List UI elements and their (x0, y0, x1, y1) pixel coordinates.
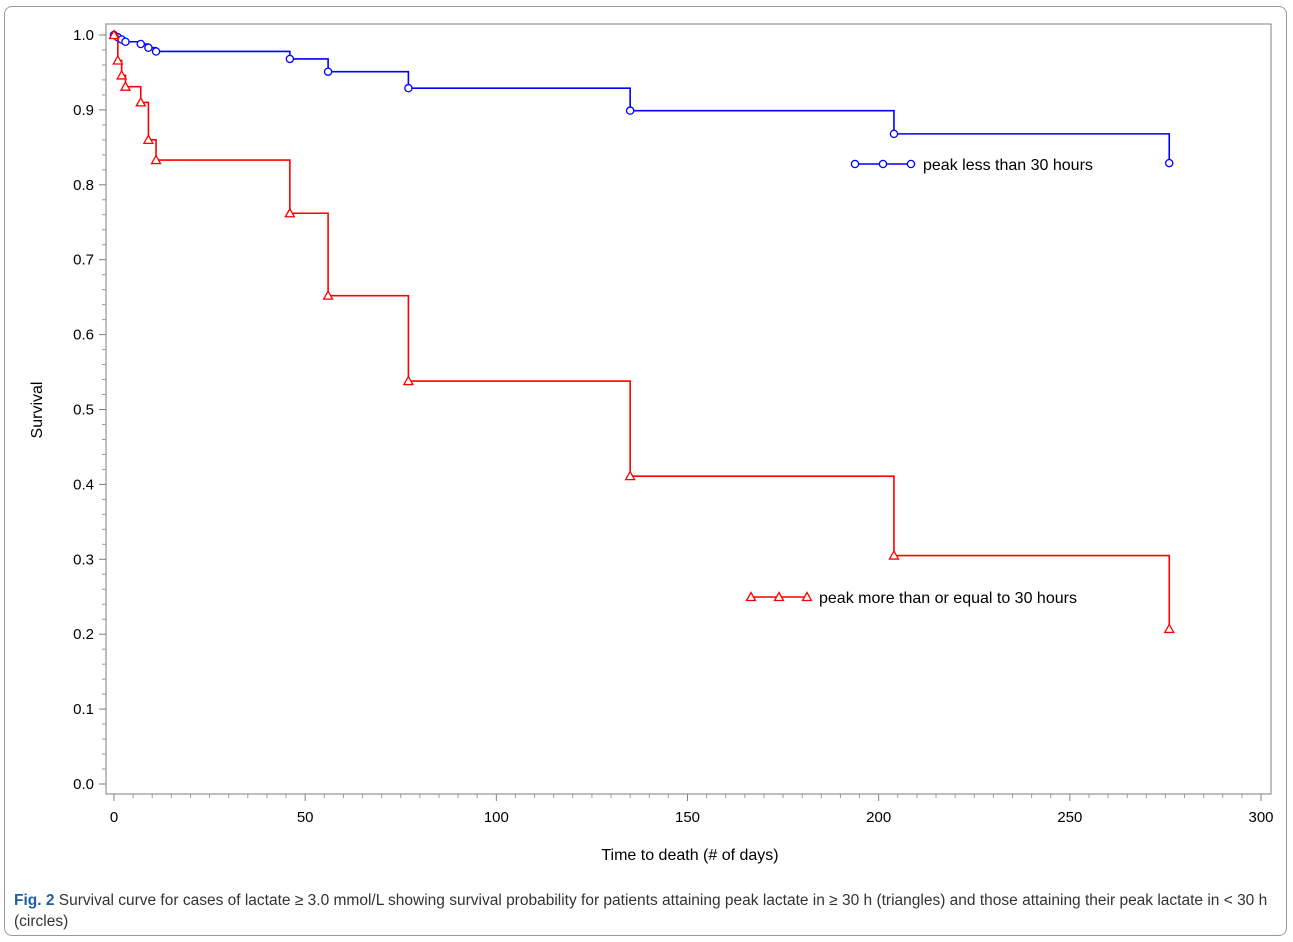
triangle-marker (135, 96, 147, 107)
series-triangle (108, 29, 1175, 634)
caption-label: Fig. 2 (14, 892, 55, 909)
y-tick-label: 0.7 (73, 252, 94, 269)
x-tick-label: 0 (110, 809, 118, 826)
circle-marker (151, 47, 161, 56)
y-tick-label: 0.6 (73, 327, 94, 344)
triangle-marker (142, 134, 155, 145)
circle-marker (323, 67, 333, 76)
circle-marker (144, 43, 153, 52)
circle-marker (121, 37, 130, 46)
x-axis-title: Time to death (# of days) (601, 847, 778, 864)
triangle-marker (150, 154, 162, 165)
y-axis-title: Survival (29, 382, 46, 439)
x-tick-label: 200 (866, 809, 891, 826)
circle-marker (136, 39, 146, 49)
triangle-marker (284, 207, 296, 218)
triangle-marker (108, 29, 120, 40)
x-tick-label: 300 (1248, 809, 1273, 826)
x-axis: 0 50 100 150 200 250 300 (110, 794, 1274, 826)
triangle-marker (119, 80, 132, 91)
triangle-marker (624, 470, 636, 481)
y-tick-label: 0.5 (73, 402, 94, 419)
triangle-marker (112, 54, 124, 65)
legend-entry: peak less than 30 hours (850, 157, 1093, 174)
triangle-marker (322, 289, 334, 300)
y-tick-label: 0.3 (73, 551, 94, 568)
circle-marker (889, 129, 899, 139)
legend-label: peak less than 30 hours (923, 157, 1093, 174)
figure-caption: Fig. 2 Survival curve for cases of lacta… (14, 890, 1269, 932)
y-tick-label: 0.1 (73, 701, 94, 718)
circle-marker (404, 83, 413, 93)
legend-entry: peak more than or equal to 30 hours (745, 590, 1077, 607)
triangle-marker (888, 549, 900, 560)
triangle-marker (116, 69, 128, 80)
circle-marker (625, 106, 635, 115)
triangle-marker (801, 591, 813, 602)
plot-area (105, 23, 1272, 795)
y-tick-label: 0.0 (73, 776, 94, 793)
caption-text: Survival curve for cases of lactate ≥ 3.… (14, 892, 1268, 930)
legend-label: peak more than or equal to 30 hours (819, 590, 1077, 607)
triangle-marker (402, 375, 415, 386)
circle-marker (1164, 158, 1174, 168)
x-tick-label: 50 (297, 809, 314, 826)
y-axis: 0.0 0.1 0.2 0.3 0.4 0.5 0.6 0.7 0.8 0.9 1.0 (73, 27, 106, 793)
circle-marker (906, 159, 916, 169)
circle-marker (878, 159, 888, 169)
x-tick-label: 250 (1057, 809, 1082, 826)
x-tick-label: 150 (675, 809, 700, 826)
y-tick-label: 0.8 (73, 177, 94, 194)
triangle-marker (1163, 623, 1175, 634)
circle-marker (850, 159, 860, 169)
series-layer (108, 29, 1175, 634)
y-tick-label: 0.4 (73, 476, 94, 493)
y-tick-label: 0.2 (73, 626, 94, 643)
x-tick-label: 100 (484, 809, 509, 826)
circle-marker (285, 54, 295, 64)
triangle-marker (745, 591, 757, 602)
y-tick-label: 0.9 (73, 102, 94, 119)
legend: peak less than 30 hours peak more than or… (745, 157, 1093, 607)
y-tick-label: 1.0 (73, 27, 94, 44)
triangle-marker (773, 591, 785, 602)
